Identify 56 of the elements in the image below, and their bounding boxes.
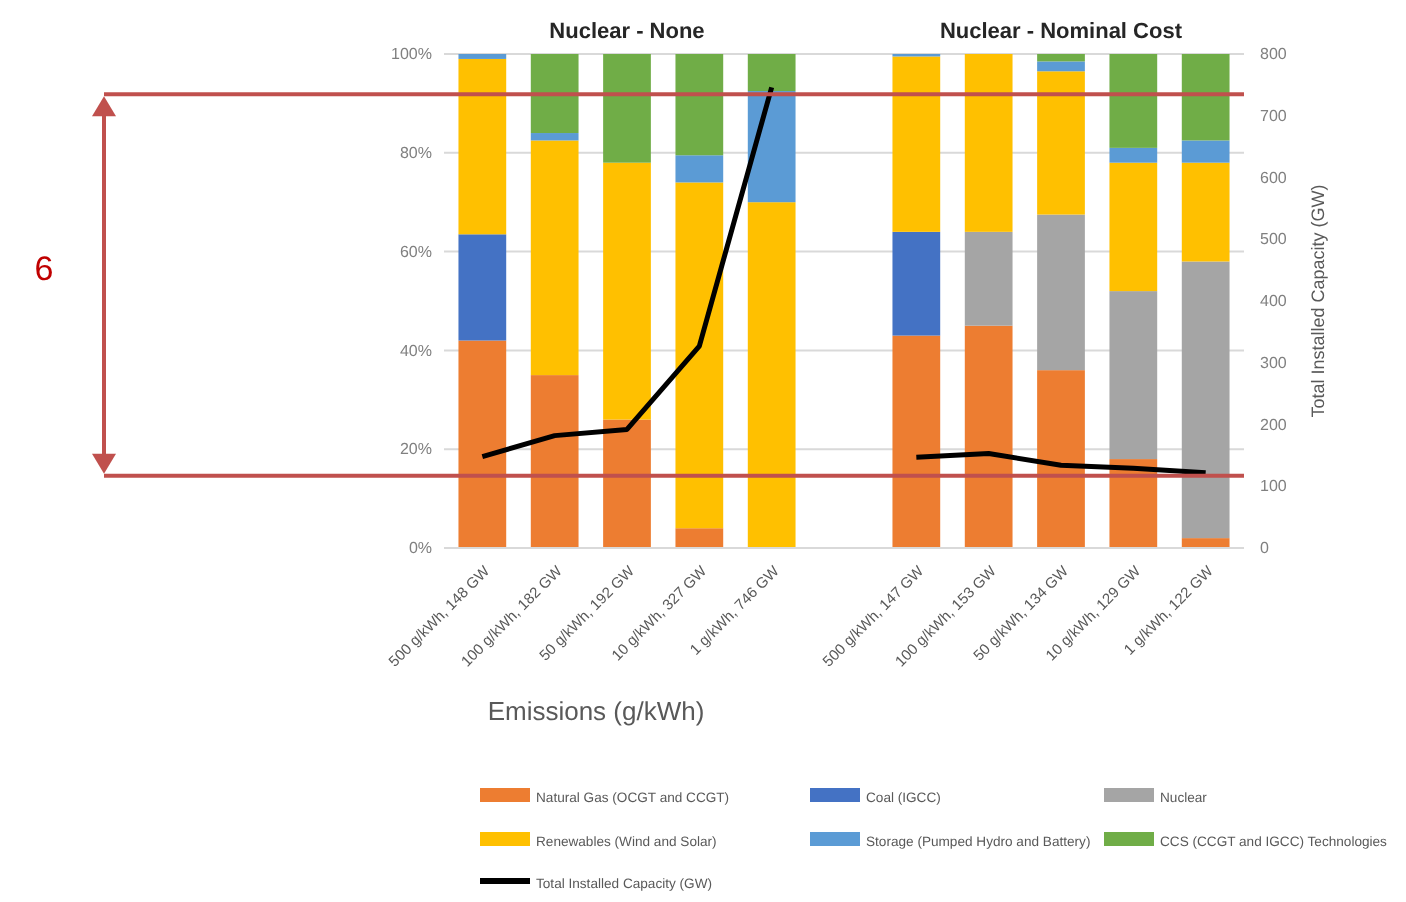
bar [1181, 140, 1230, 163]
bar [892, 335, 941, 548]
bar [892, 231, 941, 336]
bar [964, 231, 1013, 326]
bar [458, 58, 507, 235]
bar [603, 54, 651, 163]
y2-tick-label: 400 [1260, 292, 1288, 311]
bar [530, 140, 579, 376]
bar [1037, 71, 1085, 215]
bar [603, 162, 651, 420]
y2-tick-label: 100 [1260, 477, 1288, 496]
bar [892, 56, 941, 232]
y2-tick-label: 600 [1260, 168, 1288, 187]
bar [1037, 61, 1085, 72]
bar [1181, 162, 1230, 262]
y2-tick-label: 300 [1260, 353, 1288, 372]
bar [747, 54, 796, 92]
bar [1181, 54, 1230, 141]
bar [458, 234, 507, 341]
bar [1181, 261, 1230, 539]
y-tick-label: 60% [399, 242, 432, 261]
bar [675, 155, 724, 183]
bar [1109, 162, 1158, 292]
y-tick-label: 80% [399, 143, 432, 162]
y-tick-label: 0% [408, 539, 432, 558]
y-tick-label: 100% [391, 45, 432, 64]
y2-axis-title: Total Installed Capacity (GW) [1308, 184, 1328, 418]
bar [1037, 370, 1085, 548]
y2-tick-label: 0 [1260, 539, 1270, 558]
y2-tick-label: 200 [1260, 415, 1288, 434]
y2-tick-label: 700 [1260, 106, 1288, 125]
bar [530, 54, 579, 134]
bar [1037, 214, 1085, 371]
bar [458, 340, 507, 548]
bar [603, 419, 651, 548]
x-axis-title: Emissions (g/kWh) [487, 696, 705, 726]
bar [1109, 54, 1158, 148]
text: 6 [34, 250, 54, 288]
bar [1109, 147, 1158, 163]
bar [1037, 54, 1085, 62]
bar [964, 325, 1013, 548]
y-tick-label: 20% [399, 440, 432, 459]
bar [1109, 291, 1158, 460]
bar [530, 133, 579, 141]
bar [747, 202, 796, 548]
y2-tick-label: 800 [1260, 45, 1288, 64]
text: Nuclear - Nominal Cost [939, 20, 1183, 44]
bar [675, 528, 724, 548]
bar [1181, 538, 1230, 548]
bar [530, 375, 579, 548]
bar [964, 54, 1013, 232]
text: Nuclear - None [549, 20, 705, 44]
y2-tick-label: 500 [1260, 230, 1288, 249]
y-tick-label: 40% [399, 341, 432, 360]
bar [675, 182, 724, 529]
bar [675, 54, 724, 156]
